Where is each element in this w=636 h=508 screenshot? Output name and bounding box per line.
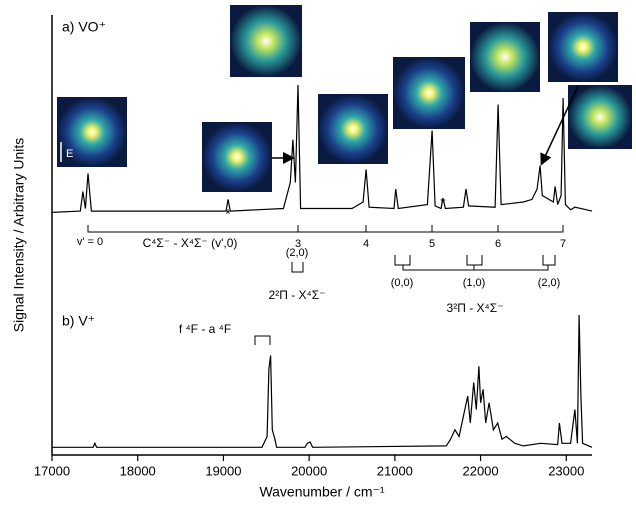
vmi-image bbox=[202, 122, 272, 192]
bracket-line bbox=[254, 335, 271, 345]
bracket-line bbox=[394, 255, 556, 271]
x-tick-label: 23000 bbox=[548, 463, 584, 478]
v-label: 4 bbox=[363, 238, 369, 250]
v-label: 3 bbox=[295, 238, 301, 250]
arrow bbox=[540, 85, 579, 166]
vmi-image bbox=[230, 5, 302, 77]
x-tick-label: 21000 bbox=[377, 463, 413, 478]
x-tick-label: 20000 bbox=[291, 463, 327, 478]
band-label: (1,0) bbox=[463, 277, 486, 289]
y-axis-label: Signal Intensity / Arbitrary Units bbox=[11, 138, 27, 333]
band-label: 3²Π - X⁴Σ⁻ bbox=[447, 301, 504, 315]
star: * bbox=[440, 195, 446, 211]
bracket-line bbox=[87, 225, 564, 233]
progression-label: C⁴Σ⁻ - X⁴Σ⁻ (v',0) bbox=[143, 236, 238, 250]
vmi-image bbox=[470, 22, 540, 92]
progression-bracket bbox=[87, 225, 564, 345]
v-label: 6 bbox=[495, 238, 501, 250]
x-tick-label: 18000 bbox=[120, 463, 156, 478]
x-axis-label: Wavenumber / cm⁻¹ bbox=[259, 484, 384, 500]
x-tick-label: 17000 bbox=[34, 463, 70, 478]
x-tick-label: 22000 bbox=[462, 463, 498, 478]
v-label: 7 bbox=[560, 238, 566, 250]
vmi-image bbox=[318, 94, 388, 164]
panel-label: b) V⁺ bbox=[62, 313, 95, 329]
vmi-image bbox=[57, 97, 127, 167]
band-label: 2²Π - X⁴Σ⁻ bbox=[269, 288, 326, 302]
vmi-images: E bbox=[57, 5, 632, 192]
spectrum bbox=[52, 314, 593, 448]
polarization-label: E bbox=[66, 148, 73, 160]
spectrum bbox=[51, 84, 593, 213]
band-label: (0,0) bbox=[391, 277, 414, 289]
band-label: (2,0) bbox=[538, 277, 561, 289]
bracket-line bbox=[291, 262, 304, 273]
band-label: (2,0) bbox=[286, 247, 309, 259]
v-label: 5 bbox=[429, 238, 435, 250]
vmi-image bbox=[393, 57, 465, 129]
atomic-label: f ⁴F - a ⁴F bbox=[179, 322, 231, 336]
panel-label: a) VO⁺ bbox=[62, 19, 106, 35]
vmi-image bbox=[568, 85, 632, 149]
v-label: v' = 0 bbox=[77, 236, 103, 248]
x-tick-label: 19000 bbox=[205, 463, 241, 478]
vmi-image bbox=[548, 12, 618, 82]
star: * bbox=[225, 206, 231, 222]
